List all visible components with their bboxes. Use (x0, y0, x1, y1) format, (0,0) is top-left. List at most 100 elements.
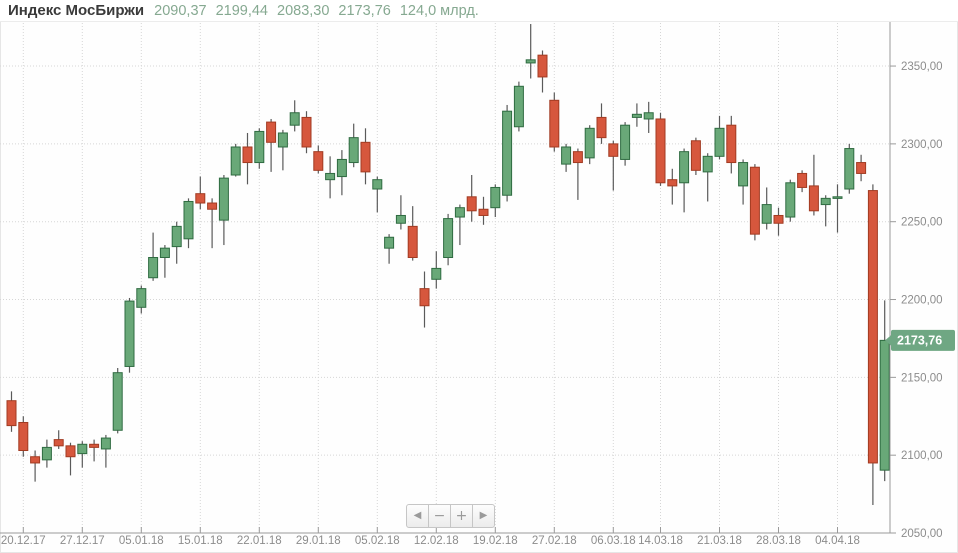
candle-body-up (171, 225, 182, 248)
candle-body-up (100, 437, 111, 450)
candle-body-up (702, 155, 713, 173)
candle-body-down (18, 421, 29, 452)
x-axis-label: 29.01.18 (296, 535, 341, 547)
candle-body-up (289, 112, 300, 126)
candle-body-down (266, 121, 277, 143)
candle-body-up (561, 146, 572, 165)
candle-body-up (844, 148, 855, 190)
x-axis-label: 19.02.18 (473, 535, 518, 547)
candle-body-up (513, 85, 524, 128)
x-axis-label: 06.03.18 (591, 535, 636, 547)
candle-body-up (348, 137, 359, 164)
candle-body-up (785, 182, 796, 218)
candle-body-up (584, 127, 595, 159)
candle-body-up (490, 186, 501, 209)
candle-body-down (466, 196, 477, 212)
candle-body-down (572, 151, 583, 164)
candle-body-up (124, 300, 135, 367)
low-value: 2083,30 (277, 2, 330, 19)
candle-body-down (726, 124, 737, 164)
open-value: 2090,37 (154, 2, 207, 19)
zoom-out-button[interactable]: − (428, 504, 451, 528)
last-price-badge (891, 329, 955, 351)
candle-body-down (549, 99, 560, 148)
pan-left-button[interactable]: ◀ (406, 504, 429, 528)
candle-body-up (643, 112, 654, 120)
candle-body-up (879, 339, 890, 471)
candle-body-up (502, 110, 513, 196)
y-axis-label: 2150,00 (901, 372, 943, 384)
candle-body-down (749, 166, 760, 235)
candle-body-down (867, 190, 878, 464)
candle-body-down (65, 445, 76, 458)
candle-body-up (277, 132, 288, 148)
pan-right-button[interactable]: ▶ (472, 504, 495, 528)
candle-body-up (395, 214, 406, 224)
candle-body-down (407, 225, 418, 258)
candle-body-down (419, 288, 430, 307)
candle-body-down (808, 185, 819, 212)
candle-body-up (336, 158, 347, 178)
y-axis-label: 2300,00 (901, 139, 943, 151)
last-price-pointer (885, 334, 892, 347)
x-axis-label: 05.02.18 (355, 535, 400, 547)
candle-body-down (30, 456, 41, 464)
x-axis-label: 27.12.17 (60, 535, 105, 547)
candle-body-up (443, 218, 454, 258)
candle-body-down (655, 118, 666, 184)
candle-body-down (797, 172, 808, 188)
x-axis-label: 22.01.18 (237, 535, 282, 547)
candle-body-up (159, 247, 170, 258)
candle-body-up (820, 197, 831, 206)
candle-body-up (620, 124, 631, 160)
candle-body-up (384, 236, 395, 249)
candle-body-down (773, 214, 784, 224)
close-value: 2173,76 (338, 2, 391, 19)
y-axis-label: 2100,00 (901, 450, 943, 462)
y-axis-label: 2200,00 (901, 295, 943, 307)
candle-body-up (254, 130, 265, 164)
candle-body-up (525, 59, 536, 64)
candle-body-up (679, 151, 690, 184)
high-value: 2199,44 (215, 2, 268, 19)
volume-value: 124,0 млрд. (399, 2, 479, 19)
candle-body-down (667, 179, 678, 187)
y-axis-label: 2050,00 (901, 528, 943, 540)
candle-body-up (230, 146, 241, 176)
candle-body-down (596, 116, 607, 139)
candle-body-down (89, 443, 100, 448)
x-axis-label: 05.01.18 (119, 535, 164, 547)
chart-nav-toolbar: ◀ − + ▶ (406, 504, 495, 528)
candle-body-up (148, 256, 159, 279)
candle-body-up (218, 177, 229, 221)
candle-body-down (360, 141, 371, 173)
candle-body-down (856, 162, 867, 174)
x-axis-label: 27.02.18 (532, 535, 577, 547)
candle-body-down (242, 146, 253, 164)
candle-body-up (454, 207, 465, 218)
candle-body-up (77, 443, 88, 455)
candle-body-down (608, 143, 619, 157)
candle-body-up (112, 372, 123, 431)
candle-body-down (195, 193, 206, 204)
candle-body-up (372, 179, 383, 190)
candle-body-down (537, 54, 548, 78)
candle-body-up (631, 113, 642, 118)
candle-body-down (53, 439, 64, 447)
candle-body-up (832, 196, 843, 199)
x-axis-label: 20.12.17 (1, 535, 46, 547)
last-price-label: 2173,76 (897, 334, 942, 348)
candle-body-down (207, 202, 218, 210)
candle-body-down (478, 208, 489, 216)
x-axis-label: 15.01.18 (178, 535, 223, 547)
x-axis-label: 12.02.18 (414, 535, 459, 547)
candle-body-up (183, 200, 194, 240)
candle-body-down (6, 400, 17, 427)
zoom-in-button[interactable]: + (450, 504, 473, 528)
x-axis-label: 04.04.18 (815, 535, 860, 547)
x-axis-label: 14.03.18 (638, 535, 683, 547)
y-axis-label: 2350,00 (901, 61, 943, 73)
candle-body-down (301, 116, 312, 148)
